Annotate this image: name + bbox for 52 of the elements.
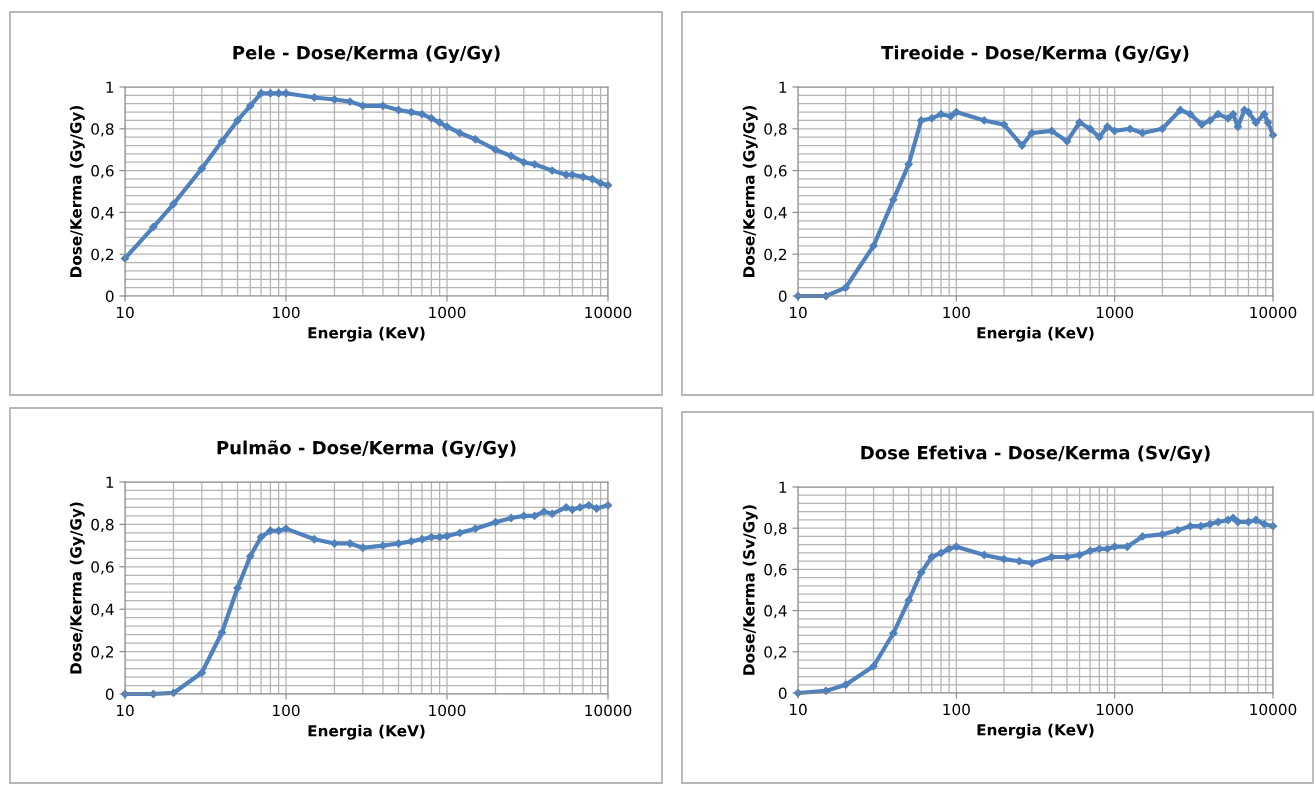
y-tick-label: 0,8 bbox=[764, 123, 787, 137]
y-tick-label: 0,6 bbox=[764, 165, 787, 179]
y-axis-title: Dose/Kerma (Gy/Gy) bbox=[742, 105, 758, 277]
y-tick-label: 0,2 bbox=[91, 248, 114, 262]
y-tick-label: 1 bbox=[106, 81, 114, 93]
y-tick-label: 0 bbox=[778, 290, 787, 303]
y-tick-label: 0,2 bbox=[764, 646, 787, 660]
x-axis-title: Energia (KeV) bbox=[977, 723, 1094, 739]
y-tick-label: 0,4 bbox=[91, 206, 114, 220]
x-tick-label: 1000 bbox=[429, 306, 466, 319]
y-tick-label: 0 bbox=[105, 688, 114, 701]
chart-title: Dose Efetiva - Dose/Kerma (Sv/Gy) bbox=[861, 445, 1210, 464]
y-tick-label: 1 bbox=[106, 476, 114, 488]
x-tick-label: 10000 bbox=[1250, 703, 1297, 716]
y-axis-title: Dose/Kerma (Sv/Gy) bbox=[742, 505, 758, 675]
x-tick-label: 1000 bbox=[1096, 703, 1134, 716]
x-axis-title: Energia (KeV) bbox=[308, 724, 425, 740]
chart-title: Pele - Dose/Kerma (Gy/Gy) bbox=[233, 45, 500, 64]
y-tick-label: 1 bbox=[779, 481, 787, 493]
y-tick-label: 0,8 bbox=[91, 123, 114, 137]
x-tick-label: 100 bbox=[943, 306, 970, 319]
y-tick-label: 1 bbox=[779, 81, 787, 93]
x-tick-label: 100 bbox=[273, 704, 300, 717]
x-tick-label: 10 bbox=[789, 703, 807, 716]
x-tick-label: 10000 bbox=[1250, 306, 1297, 319]
y-tick-label: 0,2 bbox=[764, 248, 787, 262]
x-axis-title: Energia (KeV) bbox=[308, 326, 425, 342]
chart-title: Tireoide - Dose/Kerma (Gy/Gy) bbox=[881, 45, 1189, 64]
y-tick-label: 0,6 bbox=[764, 563, 787, 577]
y-tick-label: 0,6 bbox=[91, 165, 114, 179]
y-tick-label: 0,8 bbox=[91, 518, 114, 532]
x-tick-label: 10 bbox=[116, 306, 134, 319]
x-tick-label: 10000 bbox=[585, 704, 632, 717]
x-tick-label: 100 bbox=[273, 306, 300, 319]
y-tick-label: 0,6 bbox=[91, 561, 114, 575]
y-tick-label: 0,4 bbox=[764, 206, 787, 220]
x-tick-label: 10 bbox=[789, 306, 807, 319]
y-tick-label: 0,2 bbox=[91, 646, 114, 660]
y-tick-label: 0,8 bbox=[764, 522, 787, 536]
y-tick-label: 0,4 bbox=[91, 603, 114, 617]
y-tick-label: 0 bbox=[105, 290, 114, 303]
x-tick-label: 1000 bbox=[429, 704, 466, 717]
x-axis-title: Energia (KeV) bbox=[977, 326, 1094, 342]
chart-title: Pulmão - Dose/Kerma (Gy/Gy) bbox=[217, 440, 516, 459]
y-axis-title: Dose/Kerma (Gy/Gy) bbox=[69, 502, 85, 674]
x-tick-label: 10000 bbox=[585, 306, 632, 319]
x-tick-label: 1000 bbox=[1096, 306, 1134, 319]
y-axis-title: Dose/Kerma (Gy/Gy) bbox=[69, 105, 85, 277]
y-tick-label: 0 bbox=[778, 687, 787, 700]
x-tick-label: 10 bbox=[116, 704, 134, 717]
y-tick-label: 0,4 bbox=[764, 605, 787, 619]
x-tick-label: 100 bbox=[943, 703, 970, 716]
